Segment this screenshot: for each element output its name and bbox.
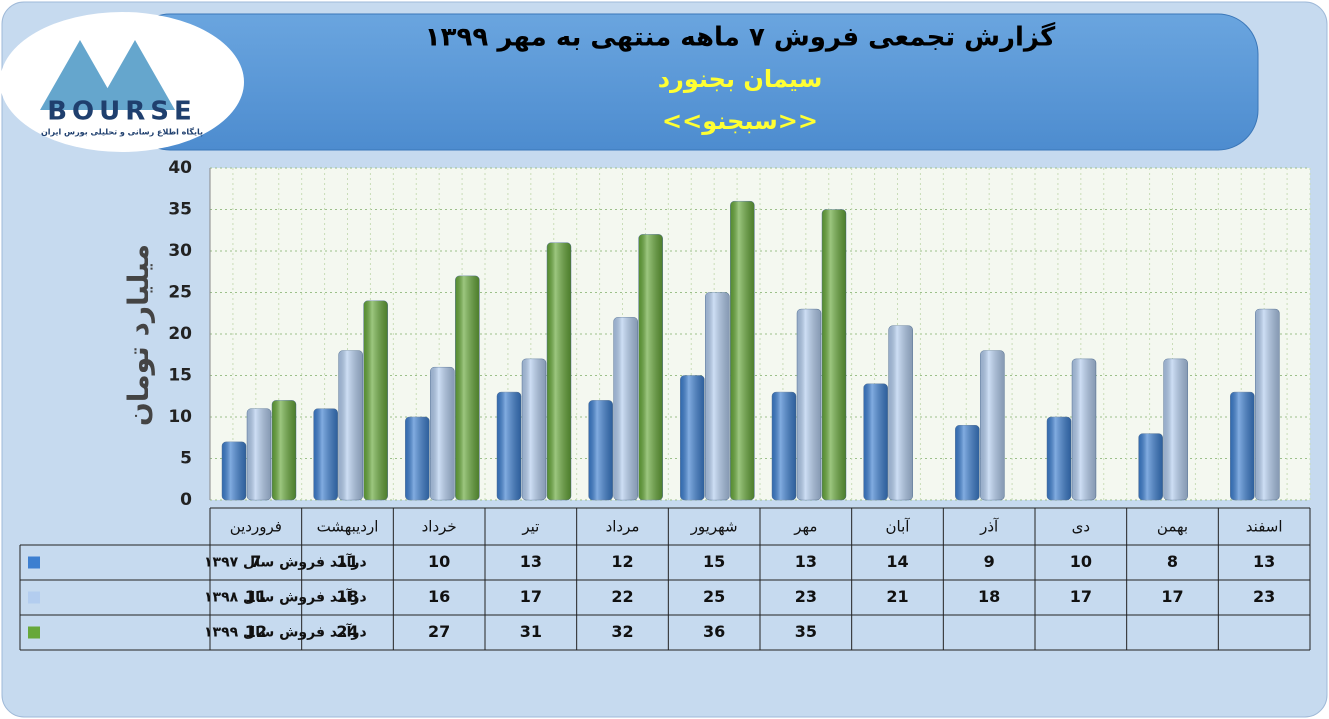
table-value: 17 <box>520 587 542 606</box>
x-tick-label: آبان <box>886 518 911 536</box>
table-value: 22 <box>611 587 633 606</box>
x-tick-label: تیر <box>521 518 539 536</box>
y-tick-label: 10 <box>168 407 192 427</box>
y-tick-label: 5 <box>180 449 192 469</box>
bar-shine <box>772 392 796 500</box>
y-tick-label: 15 <box>168 366 192 386</box>
y-tick-label: 30 <box>168 241 192 261</box>
table-value: 13 <box>1253 552 1275 571</box>
legend-label: درآمد فروش سال ۱۳۹۹ <box>204 623 367 641</box>
table-value: 11 <box>245 587 267 606</box>
x-tick-label: مهر <box>793 518 817 536</box>
legend-label: درآمد فروش سال ۱۳۹۸ <box>204 588 367 606</box>
logo-brand: BOURSE <box>47 97 197 127</box>
table-value: 7 <box>250 552 261 571</box>
chart-symbol: <<سبجنو>> <box>662 107 818 135</box>
table-value: 32 <box>611 622 633 641</box>
bar-shine <box>363 300 388 500</box>
bar-shine <box>613 317 638 500</box>
table-value: 10 <box>428 552 450 571</box>
table-value: 15 <box>703 552 725 571</box>
x-tick-label: آذر <box>979 518 999 536</box>
x-tick-label: اردیبهشت <box>317 518 379 536</box>
table-value: 10 <box>1070 552 1092 571</box>
bar-shine <box>338 350 363 500</box>
table-bg <box>20 545 1310 650</box>
bar-shine <box>272 400 296 500</box>
x-tick-label: دی <box>1072 518 1090 536</box>
table-value: 21 <box>886 587 908 606</box>
bar-shine <box>1230 392 1255 500</box>
bar-shine <box>888 325 913 500</box>
y-tick-label: 35 <box>168 200 192 220</box>
table-value: 25 <box>703 587 725 606</box>
table-value: 23 <box>795 587 817 606</box>
x-tick-label: خرداد <box>422 518 457 536</box>
bar-shine <box>1047 417 1071 500</box>
bar-shine <box>522 358 546 500</box>
bar-shine <box>313 408 338 500</box>
y-axis-label: میلیارد تومان <box>122 244 155 426</box>
y-tick-label: 0 <box>180 490 192 510</box>
table-value: 13 <box>795 552 817 571</box>
table-value: 18 <box>978 587 1000 606</box>
table-value: 9 <box>984 552 995 571</box>
chart-subtitle: سیمان بجنورد <box>658 65 823 93</box>
table-value: 16 <box>428 587 450 606</box>
legend-swatch <box>28 626 40 639</box>
y-tick-label: 25 <box>168 283 192 303</box>
bar-shine <box>680 375 705 500</box>
bar-shine <box>1163 358 1188 500</box>
logo-mark <box>40 40 175 110</box>
bar-shine <box>822 209 846 500</box>
table-value: 18 <box>336 587 358 606</box>
bar-shine <box>547 242 571 500</box>
x-tick-label: فروردین <box>230 518 282 536</box>
bar-shine <box>638 234 663 500</box>
table-value: 36 <box>703 622 725 641</box>
bar-shine <box>405 417 430 500</box>
table-value: 13 <box>520 552 542 571</box>
y-tick-label: 40 <box>168 158 192 178</box>
bar-shine <box>863 383 888 500</box>
bar-shine <box>797 309 821 500</box>
table-value: 23 <box>1253 587 1275 606</box>
bar-shine <box>430 367 455 500</box>
table-value: 12 <box>611 552 633 571</box>
x-tick-label: مرداد <box>606 518 640 536</box>
table-value: 12 <box>245 622 267 641</box>
x-tick-label: بهمن <box>1157 518 1188 536</box>
bar-shine <box>1138 433 1163 500</box>
bar-shine <box>955 425 980 500</box>
bar-shine <box>497 392 521 500</box>
legend-label: درآمد فروش سال ۱۳۹۷ <box>204 553 367 571</box>
bar-shine <box>247 408 271 500</box>
table-value: 17 <box>1070 587 1092 606</box>
bar-shine <box>705 292 730 500</box>
bar-shine <box>980 350 1005 500</box>
bar-shine <box>455 275 480 500</box>
table-value: 11 <box>336 552 358 571</box>
logo-tagline: پایگاه اطلاع رسانی و تحلیلی بورس ایران <box>41 127 203 138</box>
table-value: 17 <box>1161 587 1183 606</box>
table-value: 14 <box>886 552 908 571</box>
y-tick-label: 20 <box>168 324 192 344</box>
bar-shine <box>1072 358 1096 500</box>
chart-title: گزارش تجمعی فروش ۷ ماهه منتهی به مهر ۱۳۹… <box>425 22 1056 53</box>
legend-swatch <box>28 591 40 604</box>
table-value: 31 <box>520 622 542 641</box>
x-tick-label: اسفند <box>1246 518 1283 536</box>
bar-shine <box>730 201 755 500</box>
table-value: 8 <box>1167 552 1178 571</box>
table-value: 35 <box>795 622 817 641</box>
table-value: 27 <box>428 622 450 641</box>
bar-shine <box>588 400 613 500</box>
x-tick-label: شهریور <box>690 518 738 536</box>
table-value: 24 <box>336 622 358 641</box>
legend-swatch <box>28 556 40 569</box>
bar-shine <box>222 441 246 500</box>
bar-shine <box>1255 309 1280 500</box>
